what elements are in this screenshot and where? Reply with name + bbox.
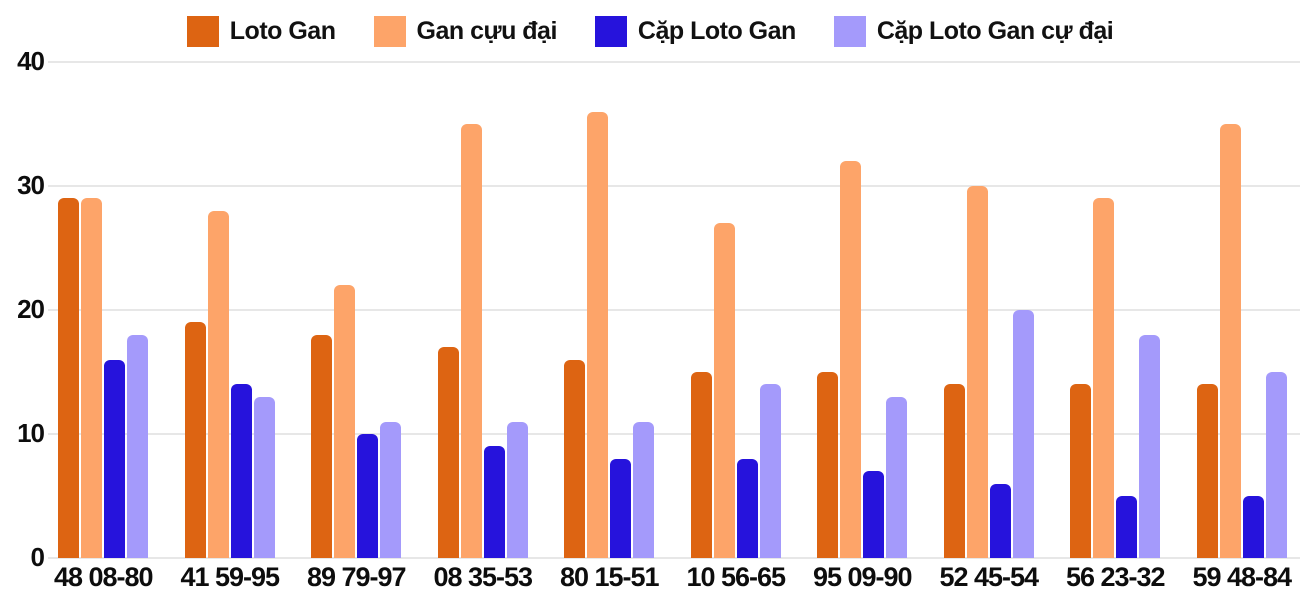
bar[interactable] (334, 285, 356, 558)
bar[interactable] (1012, 310, 1034, 558)
x-axis-category-label: 56 23-32 (1065, 562, 1166, 592)
bar[interactable] (713, 223, 735, 558)
bar[interactable] (863, 471, 885, 558)
legend-swatch-icon (833, 15, 866, 47)
bar[interactable] (736, 458, 758, 558)
bar[interactable] (817, 372, 839, 558)
category-group (799, 62, 926, 558)
legend-swatch-icon (373, 15, 406, 47)
bar[interactable] (253, 396, 275, 558)
bar[interactable] (483, 446, 505, 558)
y-axis-tick-label: 30 (17, 169, 45, 200)
legend-item-label: Gan cựu đại (416, 16, 558, 45)
x-axis-category-label: 59 48-84 (1192, 562, 1292, 592)
x-axis-category-label: 52 45-54 (939, 562, 1039, 592)
category-group (926, 62, 1053, 558)
gridline (48, 185, 1300, 187)
bar[interactable] (104, 359, 126, 558)
category-group (546, 62, 673, 558)
y-axis-tick-label: 20 (17, 293, 45, 324)
bar[interactable] (127, 334, 149, 558)
bar[interactable] (610, 458, 632, 558)
bar[interactable] (886, 396, 908, 558)
bar[interactable] (1265, 372, 1287, 558)
chart-legend: Loto Gan Gan cựu đại Cặp Loto Gan Cặp Loto … (0, 10, 1300, 52)
x-axis-category-label: 48 08-80 (53, 562, 154, 592)
bar[interactable] (1070, 384, 1092, 558)
legend-item[interactable]: Cặp Loto Gan cự đại (833, 15, 1114, 47)
bar[interactable] (966, 186, 988, 558)
bar[interactable] (81, 198, 103, 558)
legend-item[interactable]: Loto Gan (186, 15, 336, 47)
bar[interactable] (690, 372, 712, 558)
bar[interactable] (1093, 198, 1115, 558)
bar[interactable] (380, 421, 402, 558)
bar[interactable] (1219, 124, 1241, 558)
bar[interactable] (184, 322, 206, 558)
category-group (420, 62, 547, 558)
category-group (1052, 62, 1179, 558)
bar[interactable] (989, 483, 1011, 558)
category-group (293, 62, 420, 558)
bar[interactable] (564, 359, 586, 558)
x-axis-category-label: 08 35-53 (433, 562, 533, 592)
legend-swatch-icon (594, 15, 627, 47)
bar[interactable] (437, 347, 459, 558)
legend-item[interactable]: Gan cựu đại (373, 15, 558, 47)
bar[interactable] (1139, 334, 1161, 558)
x-axis-category-label: 10 56-65 (686, 562, 786, 592)
legend-item-label: Cặp Loto Gan (637, 16, 796, 45)
bar[interactable] (1196, 384, 1218, 558)
x-axis-category-label: 80 15-51 (559, 562, 660, 592)
gridline (48, 61, 1300, 63)
category-group (40, 62, 167, 558)
bar[interactable] (633, 421, 655, 558)
bar[interactable] (460, 124, 482, 558)
gridline (48, 309, 1300, 311)
bar[interactable] (357, 434, 379, 558)
category-group (673, 62, 800, 558)
bar[interactable] (840, 161, 862, 558)
bar[interactable] (1242, 496, 1264, 558)
x-axis-category-label: 95 09-90 (812, 562, 913, 592)
legend-item[interactable]: Cặp Loto Gan (594, 15, 796, 47)
y-axis-tick-label: 10 (17, 417, 45, 448)
x-axis-category-label: 89 79-97 (306, 562, 407, 592)
legend-item-label: Loto Gan (229, 16, 336, 45)
gridline (48, 433, 1300, 435)
x-axis-category-label: 41 59-95 (180, 562, 280, 592)
bar[interactable] (1116, 496, 1138, 558)
legend-swatch-icon (186, 15, 219, 47)
bar[interactable] (506, 421, 528, 558)
category-group (1179, 62, 1300, 558)
legend-item-label: Cặp Loto Gan cự đại (876, 16, 1114, 45)
gridline (48, 557, 1300, 559)
bar[interactable] (759, 384, 781, 558)
bar[interactable] (58, 198, 80, 558)
y-axis-tick-label: 0 (30, 541, 45, 572)
bar[interactable] (207, 210, 229, 558)
bar[interactable] (943, 384, 965, 558)
bar[interactable] (311, 334, 333, 558)
y-axis-tick-label: 40 (17, 45, 45, 76)
bar[interactable] (587, 111, 609, 558)
category-group (167, 62, 294, 558)
bar[interactable] (230, 384, 252, 558)
